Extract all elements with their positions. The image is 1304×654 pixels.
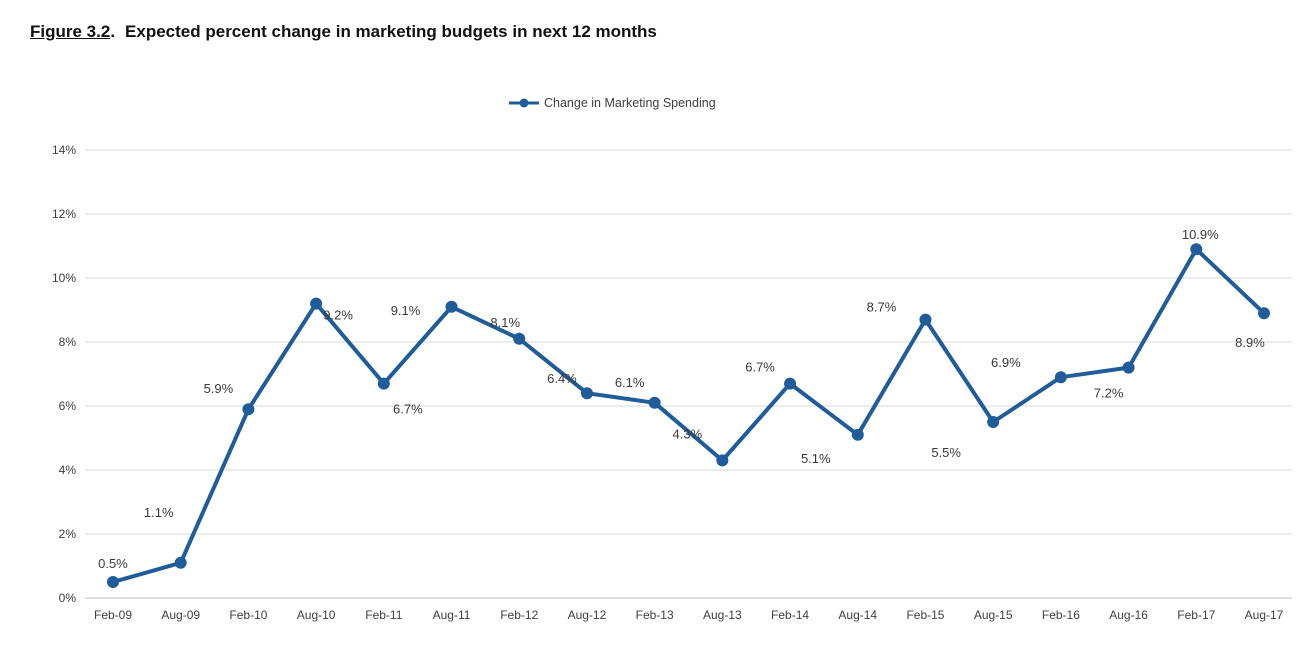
x-tick-label: Feb-12 — [500, 608, 538, 622]
data-point-marker — [174, 556, 187, 569]
data-point-label: 1.1% — [144, 505, 174, 520]
y-tick-label: 12% — [52, 207, 76, 221]
y-tick-label: 14% — [52, 143, 76, 157]
data-point-label: 8.7% — [867, 300, 897, 315]
y-tick-label: 6% — [59, 399, 77, 413]
data-point-marker — [1122, 361, 1135, 374]
data-point-label: 0.5% — [98, 556, 128, 571]
y-tick-label: 10% — [52, 271, 76, 285]
data-point-marker — [1258, 307, 1270, 320]
data-point-marker — [107, 576, 119, 588]
data-point-label: 8.1% — [490, 315, 520, 330]
x-tick-label: Feb-17 — [1177, 608, 1215, 622]
x-tick-label: Aug-15 — [974, 608, 1013, 622]
data-series-line — [111, 247, 1266, 584]
legend-line-marker-icon — [509, 98, 539, 108]
figure-number: Figure 3.2 — [30, 22, 111, 41]
data-point-label: 5.1% — [801, 451, 831, 466]
data-point-marker — [784, 377, 797, 390]
data-point-label: 8.9% — [1235, 335, 1265, 350]
data-point-label: 9.1% — [391, 303, 421, 318]
x-tick-label: Feb-10 — [229, 608, 267, 622]
data-point-marker — [1190, 243, 1203, 256]
x-tick-label: Feb-09 — [94, 608, 132, 622]
x-tick-label: Aug-17 — [1245, 608, 1284, 622]
y-tick-label: 2% — [59, 527, 77, 541]
data-point-label: 6.7% — [745, 360, 775, 375]
x-tick-label: Aug-09 — [161, 608, 200, 622]
figure-title: Figure 3.2. Expected percent change in ma… — [30, 22, 657, 42]
data-point-label: 4.3% — [673, 426, 703, 441]
data-point-label: 5.5% — [931, 445, 961, 460]
data-point-marker — [580, 387, 593, 400]
data-point-label: 6.1% — [615, 375, 645, 390]
y-tick-label: 8% — [59, 335, 77, 349]
data-point-marker — [987, 416, 1000, 428]
data-point-marker — [919, 313, 932, 326]
data-point-marker — [445, 300, 458, 313]
data-point-label: 7.2% — [1094, 386, 1124, 401]
line-chart: 0% 2% 4% 6% 8% 10% 12% 14% Feb-09 Aug-09 Feb-10 Aug… — [52, 143, 1292, 622]
y-tick-label: 0% — [59, 591, 77, 605]
data-point-marker — [513, 332, 526, 345]
data-point-label: 6.7% — [393, 402, 423, 417]
data-point-label: 10.9% — [1182, 227, 1219, 242]
x-tick-label: Aug-12 — [568, 608, 607, 622]
page-title: Expected percent change in marketing bud… — [125, 22, 657, 41]
data-point-marker — [242, 403, 255, 416]
data-point-marker — [1054, 371, 1067, 384]
legend-label: Change in Marketing Spending — [544, 96, 716, 110]
x-tick-label: Feb-15 — [906, 608, 944, 622]
x-tick-label: Aug-11 — [433, 608, 471, 622]
x-tick-label: Feb-16 — [1042, 608, 1080, 622]
y-tick-label: 4% — [59, 463, 77, 477]
x-tick-label: Aug-13 — [703, 608, 742, 622]
data-point-label: 6.9% — [991, 355, 1021, 370]
x-tick-label: Aug-16 — [1109, 608, 1148, 622]
x-tick-label: Feb-11 — [365, 608, 402, 622]
legend-marker-dot — [519, 98, 529, 108]
data-point-marker — [648, 396, 661, 409]
data-point-marker — [377, 377, 390, 390]
x-tick-label: Feb-13 — [636, 608, 674, 622]
x-tick-label: Aug-14 — [838, 608, 877, 622]
data-point-marker — [851, 428, 864, 441]
data-point-label: 5.9% — [204, 381, 234, 396]
data-point-marker — [716, 454, 729, 467]
chart-legend: Change in Marketing Spending — [508, 96, 716, 110]
x-tick-label: Aug-10 — [297, 608, 336, 622]
title-separator: . — [110, 22, 116, 41]
data-point-label: 9.2% — [323, 308, 353, 323]
data-point-label: 6.4% — [547, 371, 577, 386]
x-tick-label: Feb-14 — [771, 608, 809, 622]
data-point-marker — [310, 297, 323, 310]
